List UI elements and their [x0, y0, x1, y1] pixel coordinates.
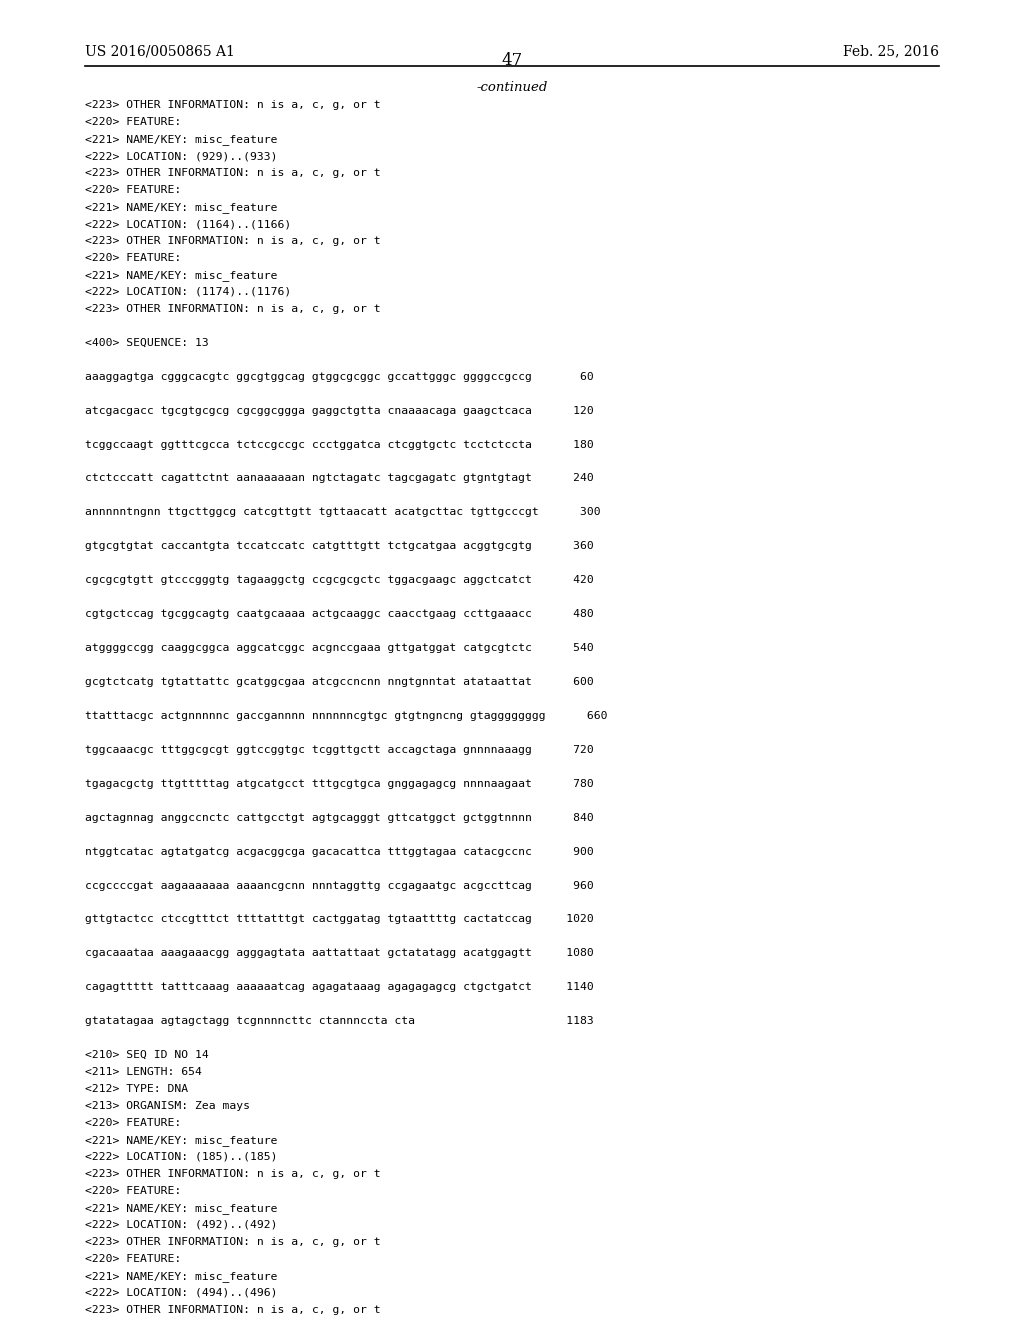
Text: <220> FEATURE:: <220> FEATURE: [85, 1118, 181, 1129]
Text: <220> FEATURE:: <220> FEATURE: [85, 253, 181, 263]
Text: tcggccaagt ggtttcgcca tctccgccgc ccctggatca ctcggtgctc tcctctccta      180: tcggccaagt ggtttcgcca tctccgccgc ccctgga… [85, 440, 594, 450]
Text: gtatatagaa agtagctagg tcgnnnncttc ctannnccta cta                      1183: gtatatagaa agtagctagg tcgnnnncttc ctannn… [85, 1016, 594, 1026]
Text: <211> LENGTH: 654: <211> LENGTH: 654 [85, 1067, 202, 1077]
Text: agctagnnag anggccnctc cattgcctgt agtgcagggt gttcatggct gctggtnnnn      840: agctagnnag anggccnctc cattgcctgt agtgcag… [85, 813, 594, 822]
Text: atcgacgacc tgcgtgcgcg cgcggcggga gaggctgtta cnaaaacaga gaagctcaca      120: atcgacgacc tgcgtgcgcg cgcggcggga gaggctg… [85, 405, 594, 416]
Text: ctctcccatt cagattctnt aanaaaaaan ngtctagatc tagcgagatc gtgntgtagt      240: ctctcccatt cagattctnt aanaaaaaan ngtctag… [85, 474, 594, 483]
Text: <400> SEQUENCE: 13: <400> SEQUENCE: 13 [85, 338, 209, 347]
Text: <223> OTHER INFORMATION: n is a, c, g, or t: <223> OTHER INFORMATION: n is a, c, g, o… [85, 304, 381, 314]
Text: annnnntngnn ttgcttggcg catcgttgtt tgttaacatt acatgcttac tgttgcccgt      300: annnnntngnn ttgcttggcg catcgttgtt tgttaa… [85, 507, 601, 517]
Text: ntggtcatac agtatgatcg acgacggcga gacacattca tttggtagaa catacgccnc      900: ntggtcatac agtatgatcg acgacggcga gacacat… [85, 846, 594, 857]
Text: <223> OTHER INFORMATION: n is a, c, g, or t: <223> OTHER INFORMATION: n is a, c, g, o… [85, 168, 381, 178]
Text: <222> LOCATION: (1164)..(1166): <222> LOCATION: (1164)..(1166) [85, 219, 291, 230]
Text: <222> LOCATION: (494)..(496): <222> LOCATION: (494)..(496) [85, 1287, 278, 1298]
Text: <210> SEQ ID NO 14: <210> SEQ ID NO 14 [85, 1051, 209, 1060]
Text: Feb. 25, 2016: Feb. 25, 2016 [843, 44, 939, 58]
Text: <213> ORGANISM: Zea mays: <213> ORGANISM: Zea mays [85, 1101, 250, 1111]
Text: <221> NAME/KEY: misc_feature: <221> NAME/KEY: misc_feature [85, 1271, 278, 1282]
Text: <223> OTHER INFORMATION: n is a, c, g, or t: <223> OTHER INFORMATION: n is a, c, g, o… [85, 100, 381, 111]
Text: <212> TYPE: DNA: <212> TYPE: DNA [85, 1084, 188, 1094]
Text: gcgtctcatg tgtattattc gcatggcgaa atcgccncnn nngtgnntat atataattat      600: gcgtctcatg tgtattattc gcatggcgaa atcgccn… [85, 677, 594, 686]
Text: <222> LOCATION: (1174)..(1176): <222> LOCATION: (1174)..(1176) [85, 286, 291, 297]
Text: atggggccgg caaggcggca aggcatcggc acgnccgaaa gttgatggat catgcgtctc      540: atggggccgg caaggcggca aggcatcggc acgnccg… [85, 643, 594, 653]
Text: <220> FEATURE:: <220> FEATURE: [85, 185, 181, 195]
Text: <222> LOCATION: (185)..(185): <222> LOCATION: (185)..(185) [85, 1152, 278, 1162]
Text: <223> OTHER INFORMATION: n is a, c, g, or t: <223> OTHER INFORMATION: n is a, c, g, o… [85, 1304, 381, 1315]
Text: <222> LOCATION: (929)..(933): <222> LOCATION: (929)..(933) [85, 152, 278, 161]
Text: ccgccccgat aagaaaaaaa aaaancgcnn nnntaggttg ccgagaatgc acgccttcag      960: ccgccccgat aagaaaaaaa aaaancgcnn nnntagg… [85, 880, 594, 891]
Text: cgacaaataa aaagaaacgg agggagtata aattattaat gctatatagg acatggagtt     1080: cgacaaataa aaagaaacgg agggagtata aattatt… [85, 948, 594, 958]
Text: <223> OTHER INFORMATION: n is a, c, g, or t: <223> OTHER INFORMATION: n is a, c, g, o… [85, 1170, 381, 1179]
Text: <221> NAME/KEY: misc_feature: <221> NAME/KEY: misc_feature [85, 1135, 278, 1146]
Text: <220> FEATURE:: <220> FEATURE: [85, 1185, 181, 1196]
Text: gtgcgtgtat caccantgta tccatccatc catgtttgtt tctgcatgaa acggtgcgtg      360: gtgcgtgtat caccantgta tccatccatc catgttt… [85, 541, 594, 552]
Text: cgtgctccag tgcggcagtg caatgcaaaa actgcaaggc caacctgaag ccttgaaacc      480: cgtgctccag tgcggcagtg caatgcaaaa actgcaa… [85, 610, 594, 619]
Text: <220> FEATURE:: <220> FEATURE: [85, 1254, 181, 1263]
Text: <220> FEATURE:: <220> FEATURE: [85, 117, 181, 127]
Text: gttgtactcc ctccgtttct ttttatttgt cactggatag tgtaattttg cactatccag     1020: gttgtactcc ctccgtttct ttttatttgt cactgga… [85, 915, 594, 924]
Text: tgagacgctg ttgtttttag atgcatgcct tttgcgtgca gnggagagcg nnnnaagaat      780: tgagacgctg ttgtttttag atgcatgcct tttgcgt… [85, 779, 594, 789]
Text: cagagttttt tatttcaaag aaaaaatcag agagataaag agagagagcg ctgctgatct     1140: cagagttttt tatttcaaag aaaaaatcag agagata… [85, 982, 594, 993]
Text: aaaggagtga cgggcacgtc ggcgtggcag gtggcgcggc gccattgggc ggggccgccg       60: aaaggagtga cgggcacgtc ggcgtggcag gtggcgc… [85, 372, 594, 381]
Text: US 2016/0050865 A1: US 2016/0050865 A1 [85, 44, 234, 58]
Text: <223> OTHER INFORMATION: n is a, c, g, or t: <223> OTHER INFORMATION: n is a, c, g, o… [85, 1237, 381, 1247]
Text: -continued: -continued [476, 82, 548, 94]
Text: <221> NAME/KEY: misc_feature: <221> NAME/KEY: misc_feature [85, 1203, 278, 1214]
Text: cgcgcgtgtt gtcccgggtg tagaaggctg ccgcgcgctc tggacgaagc aggctcatct      420: cgcgcgtgtt gtcccgggtg tagaaggctg ccgcgcg… [85, 576, 594, 585]
Text: <222> LOCATION: (492)..(492): <222> LOCATION: (492)..(492) [85, 1220, 278, 1230]
Text: <223> OTHER INFORMATION: n is a, c, g, or t: <223> OTHER INFORMATION: n is a, c, g, o… [85, 236, 381, 246]
Text: <221> NAME/KEY: misc_feature: <221> NAME/KEY: misc_feature [85, 135, 278, 145]
Text: <221> NAME/KEY: misc_feature: <221> NAME/KEY: misc_feature [85, 202, 278, 213]
Text: <221> NAME/KEY: misc_feature: <221> NAME/KEY: misc_feature [85, 269, 278, 281]
Text: ttatttacgc actgnnnnnc gaccgannnn nnnnnncgtgc gtgtngncng gtagggggggg      660: ttatttacgc actgnnnnnc gaccgannnn nnnnnnc… [85, 711, 607, 721]
Text: tggcaaacgc tttggcgcgt ggtccggtgc tcggttgctt accagctaga gnnnnaaagg      720: tggcaaacgc tttggcgcgt ggtccggtgc tcggttg… [85, 744, 594, 755]
Text: 47: 47 [502, 51, 522, 69]
